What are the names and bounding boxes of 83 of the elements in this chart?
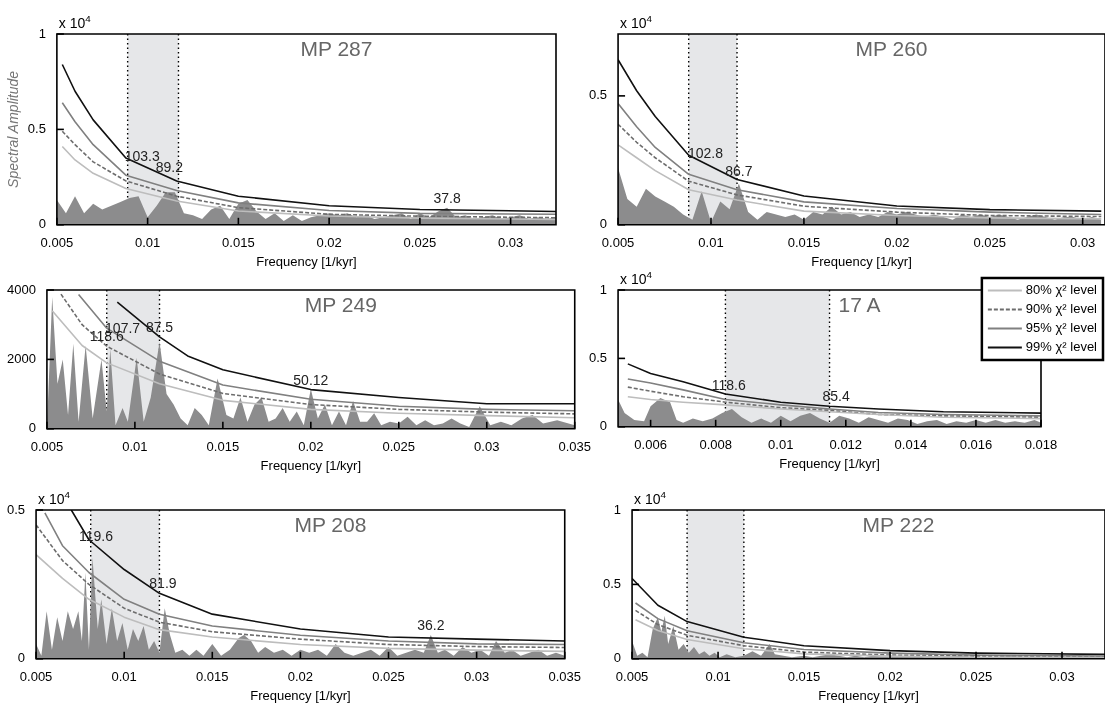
y-tick-label: 0.5 <box>6 501 26 517</box>
x-axis-title: Frequency [1/kyr] <box>250 687 351 703</box>
annotation: 50.12 <box>293 371 329 388</box>
y-tick-label: 2000 <box>7 350 36 366</box>
x-tick-label: 0.025 <box>403 235 437 251</box>
line-series <box>618 123 1103 218</box>
y-tick-label: 0 <box>613 650 622 666</box>
x-tick-label: 0.015 <box>787 669 821 685</box>
y-tick-label: 0 <box>17 650 26 666</box>
chart-title: MP 260 <box>855 37 928 61</box>
annotation: 118.6 <box>711 376 746 393</box>
y-tick-label: 0.5 <box>588 87 608 103</box>
y-tick-label: 0.5 <box>602 575 622 591</box>
x-tick-label: 0.02 <box>298 439 324 455</box>
annotation: 102.8 <box>687 144 724 161</box>
chart-title: MP 208 <box>294 513 367 537</box>
x-tick-label: 0.03 <box>1049 669 1075 685</box>
y-tick-label: 1 <box>38 25 46 41</box>
x-tick-label: 0.015 <box>222 235 255 251</box>
y-tick-label: 0 <box>599 418 608 434</box>
y-tick-label: 0 <box>28 420 36 436</box>
annotation: 36.2 <box>417 616 445 633</box>
x-tick-label: 0.02 <box>316 235 342 251</box>
x-tick-label: 0.014 <box>894 437 928 453</box>
x-tick-label: 0.035 <box>558 439 592 455</box>
x-tick-label: 0.02 <box>884 235 910 251</box>
y-tick-label: 4000 <box>7 281 36 297</box>
annotation: 86.7 <box>725 162 753 179</box>
x-tick-label: 0.01 <box>705 669 731 685</box>
line-series <box>61 130 556 219</box>
x-tick-label: 0.006 <box>634 437 667 453</box>
y-tick-label: 1 <box>613 501 622 517</box>
x-axis-title: Frequency [1/kyr] <box>260 457 362 473</box>
x-axis-title: Frequency [1/kyr] <box>779 455 880 471</box>
chart-title: MP 287 <box>300 37 373 61</box>
x-tick-label: 0.005 <box>40 235 74 251</box>
x-tick-label: 0.03 <box>463 669 490 685</box>
y-tick-label: 0.5 <box>27 120 46 136</box>
x-tick-label: 0.016 <box>959 437 993 453</box>
legend-label: 90% χ² level <box>1025 301 1098 317</box>
x-tick-label: 0.01 <box>122 439 148 455</box>
x-tick-label: 0.018 <box>1024 437 1058 453</box>
x-tick-label: 0.025 <box>959 669 993 685</box>
y-tick-label: 0 <box>599 216 608 232</box>
chart-title: MP 222 <box>862 513 935 537</box>
x-tick-label: 0.012 <box>829 437 863 453</box>
x-tick-label: 0.015 <box>787 235 821 251</box>
x-tick-label: 0.025 <box>372 669 405 685</box>
legend-label: 95% χ² level <box>1025 320 1098 336</box>
x-tick-label: 0.01 <box>134 235 161 251</box>
annotation: 85.4 <box>822 388 850 405</box>
annotation: 81.9 <box>149 575 177 592</box>
x-tick-label: 0.035 <box>548 669 582 685</box>
x-tick-label: 0.01 <box>698 235 724 251</box>
y-axis-title: Spectral Amplitude <box>5 70 22 188</box>
x-tick-label: 0.025 <box>973 235 1007 251</box>
y-tick-label: 1 <box>599 281 608 297</box>
x-tick-label: 0.03 <box>474 439 500 455</box>
x-axis-title: Frequency [1/kyr] <box>811 253 912 269</box>
legend-label: 80% χ² level <box>1025 282 1098 298</box>
annotation: 37.8 <box>433 189 461 206</box>
x-tick-label: 0.01 <box>768 437 794 453</box>
x-tick-label: 0.008 <box>699 437 732 453</box>
x-tick-label: 0.01 <box>111 669 137 685</box>
x-tick-label: 0.005 <box>601 235 635 251</box>
x-tick-label: 0.02 <box>287 669 314 685</box>
y-tick-label: 0.5 <box>588 349 608 365</box>
x-tick-label: 0.005 <box>19 669 53 685</box>
chart-title: MP 249 <box>304 293 377 317</box>
x-tick-label: 0.015 <box>196 669 229 685</box>
legend-label: 99% χ² level <box>1025 339 1098 355</box>
x-tick-label: 0.02 <box>877 669 903 685</box>
x-tick-label: 0.03 <box>1070 235 1096 251</box>
x-axis-title: Frequency [1/kyr] <box>256 253 357 269</box>
annotation: 87.5 <box>145 318 174 335</box>
y-tick-label: 0 <box>38 216 46 232</box>
x-axis-title: Frequency [1/kyr] <box>818 687 919 703</box>
x-tick-label: 0.03 <box>497 235 524 251</box>
x-tick-label: 0.015 <box>206 439 240 455</box>
x-tick-label: 0.005 <box>615 669 649 685</box>
x-tick-label: 0.025 <box>382 439 416 455</box>
x-tick-label: 0.005 <box>30 439 64 455</box>
chart-title: 17 A <box>838 293 881 317</box>
